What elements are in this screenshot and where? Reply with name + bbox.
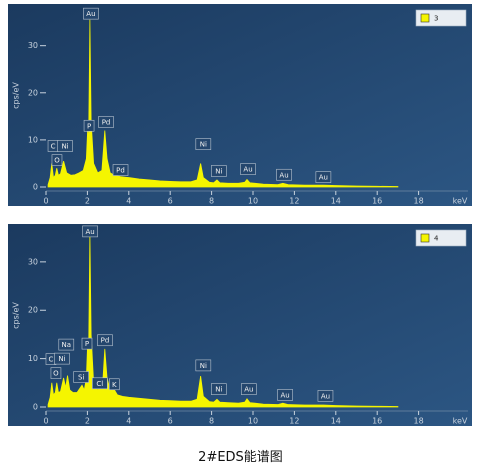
chart: 0 2 4 6 8 10 12 14 16 18 keV0102030cps/eVCONiPAuPd… xyxy=(8,4,472,426)
spectrum xyxy=(47,19,399,188)
y-tick-label: 20 xyxy=(28,306,38,315)
y-tick-label: 0 xyxy=(33,183,38,192)
x-tick-label: 12 xyxy=(289,197,299,206)
element-label: Au xyxy=(85,228,94,236)
element-label-box xyxy=(83,119,95,132)
y-axis-label: cps/eV xyxy=(12,302,21,329)
element-label-box xyxy=(276,168,292,181)
x-tick-label: 8 xyxy=(209,417,214,426)
x-tick-label: 16 xyxy=(372,197,382,206)
y-tick-label: 0 xyxy=(33,403,38,412)
y-tick-label: 30 xyxy=(28,257,38,266)
element-label: Ni xyxy=(61,143,68,151)
element-label: Cl xyxy=(96,380,103,388)
legend-swatch xyxy=(420,13,430,23)
element-label-box xyxy=(57,140,73,152)
element-label: O xyxy=(53,370,59,378)
x-tick-label: 2 xyxy=(85,197,90,206)
element-label-box xyxy=(58,338,75,351)
element-label: Pd xyxy=(101,337,110,345)
x-tick-label: 6 xyxy=(168,197,173,206)
element-label: P xyxy=(87,122,91,130)
x-tick-label: 18 xyxy=(414,417,424,426)
element-label-box xyxy=(317,390,334,402)
panel: 0 2 4 6 8 10 12 14 16 18 keV0102030cps/eVCONiPAuPd… xyxy=(8,4,472,206)
element-label: Ni xyxy=(200,141,207,149)
x-tick-label: 0 xyxy=(43,417,48,426)
x-tick-label: 6 xyxy=(168,417,173,426)
element-label-box xyxy=(112,164,129,176)
element-label-box xyxy=(82,225,98,238)
element-label: Ni xyxy=(215,167,222,175)
element-label-box xyxy=(83,7,99,20)
element-label-box xyxy=(54,352,70,365)
x-tick-label: 2 xyxy=(85,417,90,426)
element-label: Au xyxy=(243,166,252,174)
x-tick-label: 14 xyxy=(331,197,341,206)
y-tick-label: 10 xyxy=(28,135,38,144)
x-tick-label: 12 xyxy=(289,417,299,426)
element-label: Pd xyxy=(116,167,125,175)
element-label: Ni xyxy=(200,362,207,370)
element-label: Au xyxy=(279,171,288,179)
legend-label: 4 xyxy=(434,235,439,243)
element-label: Si xyxy=(78,374,84,382)
element-label: C xyxy=(49,356,54,364)
spectrum xyxy=(47,232,399,408)
element-label: Au xyxy=(244,386,253,394)
x-tick-label: 14 xyxy=(331,417,341,426)
x-tick-label: 10 xyxy=(248,417,258,426)
element-label-box xyxy=(81,337,93,350)
y-tick-label: 20 xyxy=(28,88,38,97)
x-tick-label: 0 xyxy=(43,197,48,206)
element-label: Na xyxy=(62,341,72,349)
element-label: Au xyxy=(86,10,95,18)
element-label-box xyxy=(315,171,332,183)
caption: 2#EDS能谱图 xyxy=(198,450,283,465)
element-label-box xyxy=(211,165,227,177)
x-axis-label: keV xyxy=(453,197,468,206)
element-label-box xyxy=(97,334,113,347)
x-tick-label: 4 xyxy=(126,417,131,426)
element-label: O xyxy=(54,157,60,165)
element-label-box xyxy=(50,367,62,379)
x-axis-label: keV xyxy=(453,417,468,426)
x-tick-label: 10 xyxy=(248,197,258,206)
element-label: Au xyxy=(319,174,328,182)
element-label-box xyxy=(73,371,89,383)
panel: 0 2 4 6 8 10 12 14 16 18 keV 0 10 20 30 cps/eV CO Na Ni Si P… xyxy=(8,224,472,426)
element-label-box xyxy=(241,383,257,395)
element-label-box xyxy=(98,116,114,128)
element-label: P xyxy=(85,340,89,348)
y-axis-label: cps/eV xyxy=(12,82,21,109)
element-label-box xyxy=(211,383,227,395)
element-label-box xyxy=(240,163,256,175)
element-label-box xyxy=(51,154,63,166)
element-label: Pd xyxy=(102,118,111,126)
element-label-box xyxy=(92,377,108,390)
y-tick-label: 10 xyxy=(28,354,38,363)
y-tick-label: 30 xyxy=(28,41,38,50)
element-label-box xyxy=(195,359,212,372)
legend-label: 3 xyxy=(434,15,438,23)
element-label-box xyxy=(195,138,212,150)
element-label: Au xyxy=(280,391,289,399)
element-label-box xyxy=(277,389,293,401)
element-label: C xyxy=(51,143,56,151)
element-label: Ni xyxy=(58,355,65,363)
x-tick-label: 16 xyxy=(372,417,382,426)
element-label-box xyxy=(109,378,120,391)
x-tick-label: 18 xyxy=(414,197,424,206)
x-tick-label: 4 xyxy=(126,197,131,206)
element-label: Ni xyxy=(215,386,222,394)
legend-swatch xyxy=(420,233,430,243)
element-label: K xyxy=(112,381,117,389)
element-label: Au xyxy=(321,392,330,400)
x-tick-label: 8 xyxy=(209,197,214,206)
